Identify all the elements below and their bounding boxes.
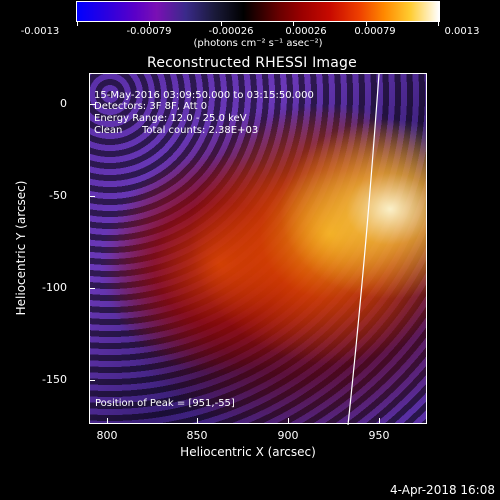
colorbar-tick-label: 0.0013 xyxy=(444,26,480,37)
colorbar-tick-label: -0.0013 xyxy=(20,26,60,37)
x-axis-tick xyxy=(288,418,289,424)
y-axis-tick xyxy=(89,380,95,381)
x-axis-title: Heliocentric X (arcsec) xyxy=(180,445,316,459)
total-counts-label: Total counts: 2.38E+03 xyxy=(142,125,259,136)
peak-position-label: Position of Peak = [951,-55] xyxy=(95,398,235,409)
x-axis-tick-label: 850 xyxy=(186,429,208,442)
y-axis-tick xyxy=(89,196,95,197)
plot-title: Reconstructed RHESSI Image xyxy=(147,55,357,71)
y-axis-tick-label: -150 xyxy=(42,373,67,386)
colorbar-tick-label: -0.00079 xyxy=(126,26,172,37)
y-axis-tick-label: 0 xyxy=(60,97,67,110)
x-axis-tick-label: 950 xyxy=(368,429,390,442)
colorbar-tick xyxy=(149,22,150,26)
x-axis-tick-label: 800 xyxy=(96,429,118,442)
x-axis-tick xyxy=(197,418,198,424)
x-axis-tick xyxy=(107,418,108,424)
colorbar-tick-label: 0.00026 xyxy=(285,26,327,37)
colorbar-tick-label: 0.00079 xyxy=(354,26,396,37)
colorbar-tick xyxy=(366,22,367,26)
y-axis-tick xyxy=(89,288,95,289)
y-axis-tick-label: -100 xyxy=(42,281,67,294)
time-range-label: 15-May-2016 03:09:50.000 to 03:15:50.000 xyxy=(94,90,314,101)
y-axis-tick-label: -50 xyxy=(49,189,67,202)
solar-limb-line xyxy=(347,74,380,425)
colorbar-tick xyxy=(221,22,222,26)
colorbar xyxy=(76,1,440,22)
detectors-label: Detectors: 3F 8F, Att 0 xyxy=(94,101,208,112)
y-axis-tick xyxy=(89,104,95,105)
clean-label: Clean xyxy=(94,125,123,136)
colorbar-units: (photons cm⁻² s⁻¹ asec⁻²) xyxy=(193,38,323,49)
colorbar-tick-label: -0.00026 xyxy=(208,26,254,37)
x-axis-tick-label: 900 xyxy=(277,429,299,442)
generation-date: 4-Apr-2018 16:08 xyxy=(390,483,495,497)
colorbar-tick xyxy=(77,22,78,26)
rhessi-image-plot: 15-May-2016 03:09:50.000 to 03:15:50.000… xyxy=(89,73,427,425)
x-axis-tick xyxy=(379,418,380,424)
colorbar-tick xyxy=(438,22,439,26)
colorbar-tick xyxy=(293,22,294,26)
energy-range-label: Energy Range: 12.0 - 25.0 keV xyxy=(94,113,247,124)
y-axis-title: Heliocentric Y (arcsec) xyxy=(14,180,28,316)
